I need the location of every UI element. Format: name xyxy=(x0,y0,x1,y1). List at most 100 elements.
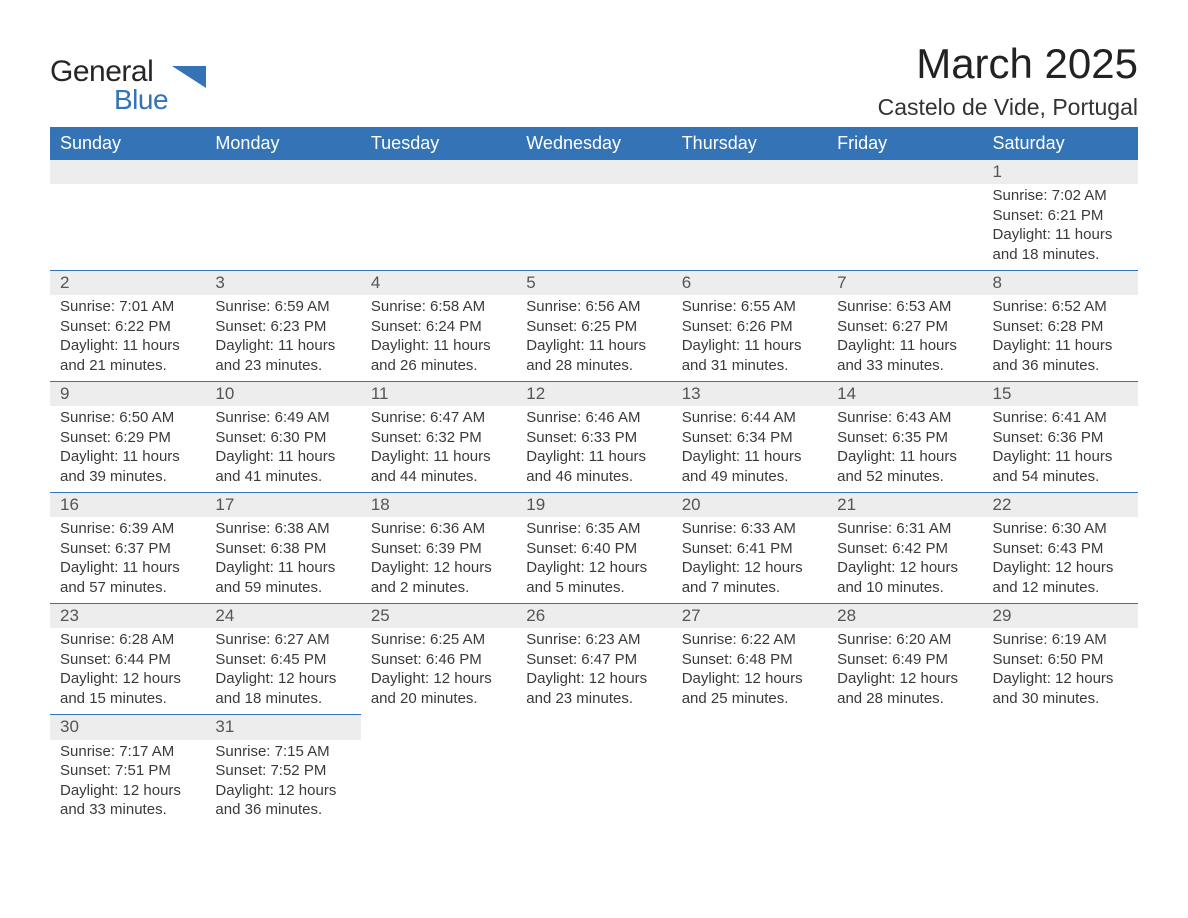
calendar-day-cell xyxy=(983,715,1138,826)
day-sunset: Sunset: 6:24 PM xyxy=(371,317,506,337)
day-number: 30 xyxy=(50,715,205,739)
calendar-day-cell: 1Sunrise: 7:02 AMSunset: 6:21 PMDaylight… xyxy=(983,160,1138,271)
day-daylight2: and 7 minutes. xyxy=(682,578,817,598)
calendar-day-cell: 23Sunrise: 6:28 AMSunset: 6:44 PMDayligh… xyxy=(50,604,205,715)
day-details xyxy=(516,184,671,260)
calendar-day-cell: 16Sunrise: 6:39 AMSunset: 6:37 PMDayligh… xyxy=(50,493,205,604)
day-daylight1: Daylight: 12 hours xyxy=(371,558,506,578)
day-number: 1 xyxy=(983,160,1138,184)
day-sunset: Sunset: 6:21 PM xyxy=(993,206,1128,226)
day-daylight2: and 26 minutes. xyxy=(371,356,506,376)
day-details: Sunrise: 6:33 AMSunset: 6:41 PMDaylight:… xyxy=(672,517,827,603)
day-details: Sunrise: 6:19 AMSunset: 6:50 PMDaylight:… xyxy=(983,628,1138,714)
day-sunset: Sunset: 6:37 PM xyxy=(60,539,195,559)
calendar-day-cell: 11Sunrise: 6:47 AMSunset: 6:32 PMDayligh… xyxy=(361,382,516,493)
day-daylight1: Daylight: 12 hours xyxy=(837,669,972,689)
calendar-week-row: 23Sunrise: 6:28 AMSunset: 6:44 PMDayligh… xyxy=(50,604,1138,715)
day-sunrise: Sunrise: 7:02 AM xyxy=(993,186,1128,206)
brand-logo: General Blue xyxy=(50,58,206,113)
day-sunset: Sunset: 6:40 PM xyxy=(526,539,661,559)
day-daylight2: and 28 minutes. xyxy=(526,356,661,376)
day-daylight1: Daylight: 11 hours xyxy=(993,447,1128,467)
month-title: March 2025 xyxy=(878,40,1138,88)
day-sunrise: Sunrise: 6:53 AM xyxy=(837,297,972,317)
day-details: Sunrise: 6:38 AMSunset: 6:38 PMDaylight:… xyxy=(205,517,360,603)
day-details: Sunrise: 6:46 AMSunset: 6:33 PMDaylight:… xyxy=(516,406,671,492)
day-number: 13 xyxy=(672,382,827,406)
calendar-day-cell xyxy=(516,160,671,271)
day-number: 14 xyxy=(827,382,982,406)
calendar-table: SundayMondayTuesdayWednesdayThursdayFrid… xyxy=(50,127,1138,826)
day-number: 9 xyxy=(50,382,205,406)
day-daylight1: Daylight: 11 hours xyxy=(215,447,350,467)
day-number: 18 xyxy=(361,493,516,517)
day-sunset: Sunset: 6:30 PM xyxy=(215,428,350,448)
calendar-day-cell: 27Sunrise: 6:22 AMSunset: 6:48 PMDayligh… xyxy=(672,604,827,715)
day-details xyxy=(50,184,205,260)
day-number: 31 xyxy=(205,715,360,739)
weekday-header: Saturday xyxy=(983,127,1138,160)
day-details: Sunrise: 7:15 AMSunset: 7:52 PMDaylight:… xyxy=(205,740,360,826)
calendar-week-row: 1Sunrise: 7:02 AMSunset: 6:21 PMDaylight… xyxy=(50,160,1138,271)
page-header: General Blue March 2025 Castelo de Vide,… xyxy=(50,40,1138,121)
day-sunset: Sunset: 6:42 PM xyxy=(837,539,972,559)
day-daylight2: and 30 minutes. xyxy=(993,689,1128,709)
calendar-body: 1Sunrise: 7:02 AMSunset: 6:21 PMDaylight… xyxy=(50,160,1138,826)
day-sunrise: Sunrise: 6:36 AM xyxy=(371,519,506,539)
day-details: Sunrise: 6:58 AMSunset: 6:24 PMDaylight:… xyxy=(361,295,516,381)
day-number: 26 xyxy=(516,604,671,628)
day-number xyxy=(50,160,205,184)
day-sunset: Sunset: 6:26 PM xyxy=(682,317,817,337)
day-number: 24 xyxy=(205,604,360,628)
day-daylight1: Daylight: 12 hours xyxy=(993,558,1128,578)
day-sunset: Sunset: 7:52 PM xyxy=(215,761,350,781)
day-number: 2 xyxy=(50,271,205,295)
day-details: Sunrise: 7:17 AMSunset: 7:51 PMDaylight:… xyxy=(50,740,205,826)
day-sunset: Sunset: 6:47 PM xyxy=(526,650,661,670)
day-daylight2: and 54 minutes. xyxy=(993,467,1128,487)
day-sunset: Sunset: 6:23 PM xyxy=(215,317,350,337)
day-sunset: Sunset: 6:45 PM xyxy=(215,650,350,670)
day-sunrise: Sunrise: 6:46 AM xyxy=(526,408,661,428)
day-sunset: Sunset: 6:34 PM xyxy=(682,428,817,448)
day-details xyxy=(361,737,516,813)
day-daylight1: Daylight: 11 hours xyxy=(837,447,972,467)
calendar-day-cell: 3Sunrise: 6:59 AMSunset: 6:23 PMDaylight… xyxy=(205,271,360,382)
day-details: Sunrise: 7:01 AMSunset: 6:22 PMDaylight:… xyxy=(50,295,205,381)
day-details: Sunrise: 6:28 AMSunset: 6:44 PMDaylight:… xyxy=(50,628,205,714)
day-sunrise: Sunrise: 6:19 AM xyxy=(993,630,1128,650)
day-details: Sunrise: 6:25 AMSunset: 6:46 PMDaylight:… xyxy=(361,628,516,714)
day-number: 15 xyxy=(983,382,1138,406)
calendar-day-cell: 10Sunrise: 6:49 AMSunset: 6:30 PMDayligh… xyxy=(205,382,360,493)
day-daylight2: and 36 minutes. xyxy=(215,800,350,820)
day-number: 7 xyxy=(827,271,982,295)
day-number xyxy=(672,160,827,184)
day-number: 4 xyxy=(361,271,516,295)
day-sunset: Sunset: 6:36 PM xyxy=(993,428,1128,448)
calendar-day-cell xyxy=(672,715,827,826)
calendar-day-cell xyxy=(361,715,516,826)
day-number: 25 xyxy=(361,604,516,628)
day-number: 11 xyxy=(361,382,516,406)
day-details: Sunrise: 7:02 AMSunset: 6:21 PMDaylight:… xyxy=(983,184,1138,270)
day-daylight2: and 18 minutes. xyxy=(215,689,350,709)
calendar-day-cell: 2Sunrise: 7:01 AMSunset: 6:22 PMDaylight… xyxy=(50,271,205,382)
day-sunrise: Sunrise: 6:44 AM xyxy=(682,408,817,428)
day-number: 22 xyxy=(983,493,1138,517)
day-sunrise: Sunrise: 6:31 AM xyxy=(837,519,972,539)
day-daylight1: Daylight: 12 hours xyxy=(60,669,195,689)
day-sunrise: Sunrise: 6:59 AM xyxy=(215,297,350,317)
calendar-day-cell: 19Sunrise: 6:35 AMSunset: 6:40 PMDayligh… xyxy=(516,493,671,604)
day-details: Sunrise: 6:22 AMSunset: 6:48 PMDaylight:… xyxy=(672,628,827,714)
day-daylight2: and 36 minutes. xyxy=(993,356,1128,376)
day-daylight1: Daylight: 11 hours xyxy=(60,336,195,356)
day-daylight2: and 5 minutes. xyxy=(526,578,661,598)
calendar-day-cell xyxy=(361,160,516,271)
day-sunset: Sunset: 6:46 PM xyxy=(371,650,506,670)
day-number: 17 xyxy=(205,493,360,517)
day-number xyxy=(672,715,827,737)
day-number xyxy=(205,160,360,184)
day-daylight1: Daylight: 12 hours xyxy=(682,669,817,689)
day-number xyxy=(516,715,671,737)
day-daylight1: Daylight: 12 hours xyxy=(60,781,195,801)
